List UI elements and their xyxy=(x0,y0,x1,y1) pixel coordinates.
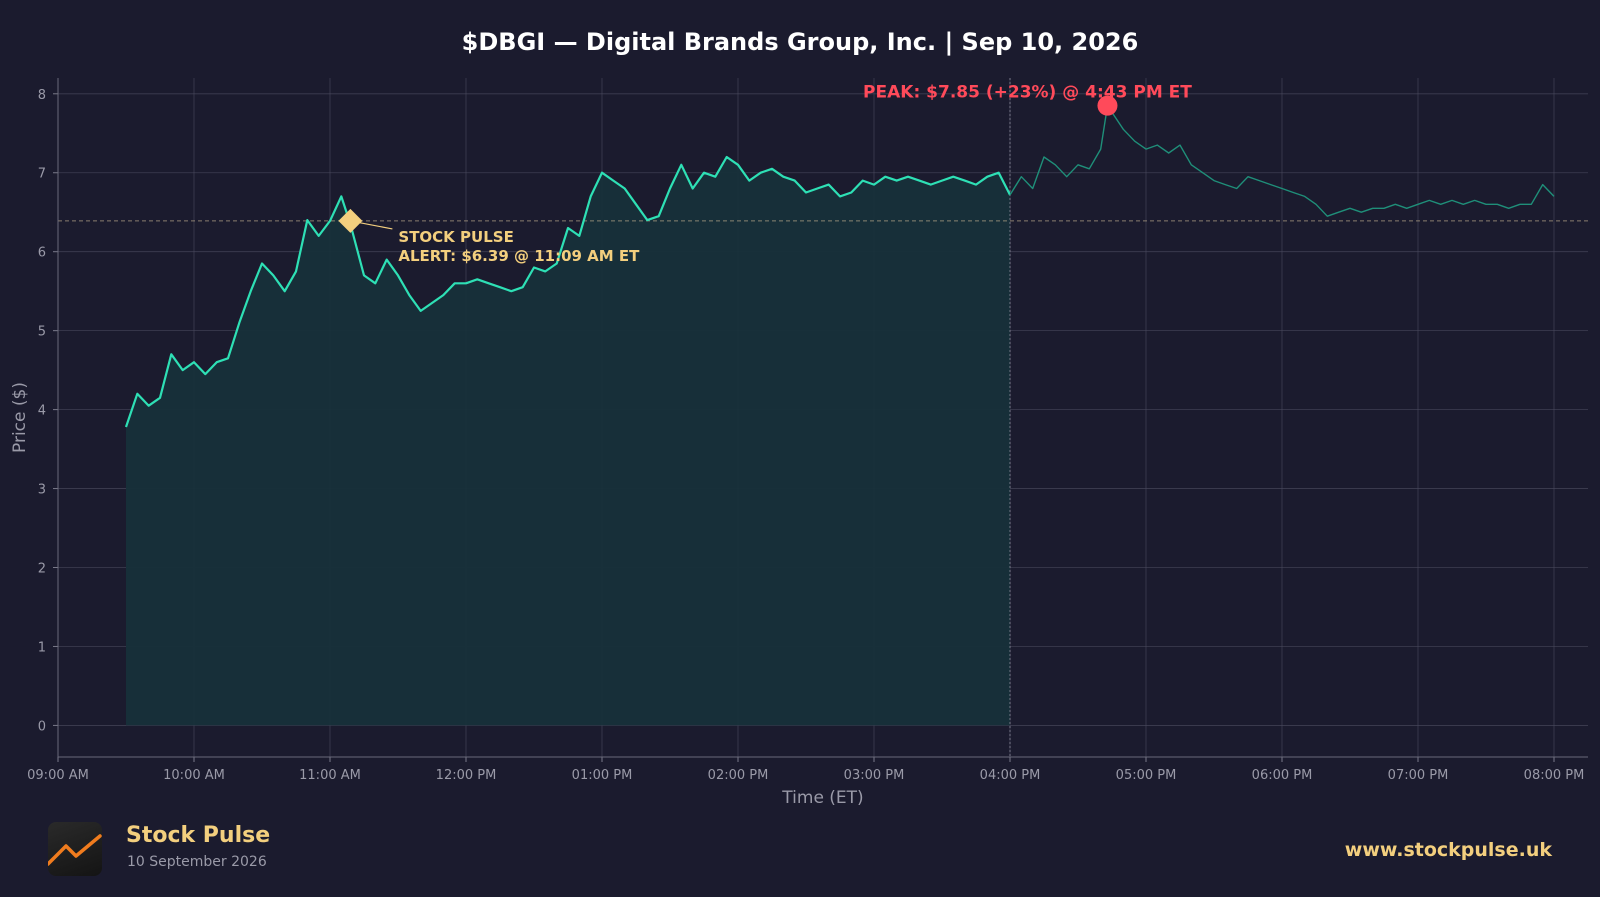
chart-title: $DBGI — Digital Brands Group, Inc. | Sep… xyxy=(461,28,1139,56)
price-line-regular xyxy=(124,155,1011,428)
alert-diamond-marker xyxy=(338,208,363,233)
y-tick-label: 7 xyxy=(38,167,46,182)
area-fill xyxy=(126,156,1010,726)
x-tick-label: 03:00 PM xyxy=(844,768,905,783)
website-link[interactable]: www.stockpulse.uk xyxy=(1344,839,1552,861)
brand-name: Stock Pulse xyxy=(126,823,271,848)
y-tick-label: 4 xyxy=(38,404,46,419)
peak-label: PEAK: $7.85 (+23%) @ 4:43 PM ET xyxy=(863,83,1192,103)
peak-marker xyxy=(1097,95,1118,116)
reference-lines xyxy=(58,78,1588,757)
series xyxy=(124,104,1555,428)
x-tick-label: 06:00 PM xyxy=(1252,768,1313,783)
y-axis-label: Price ($) xyxy=(10,382,30,453)
x-axis-label: Time (ET) xyxy=(781,788,863,808)
y-tick-label: 8 xyxy=(38,88,46,103)
y-tick-label: 1 xyxy=(38,640,46,655)
stock-pulse-logo xyxy=(48,822,102,876)
x-tick-label: 01:00 PM xyxy=(572,768,633,783)
x-tick-label: 04:00 PM xyxy=(980,768,1041,783)
x-tick-label: 08:00 PM xyxy=(1524,768,1585,783)
x-tick-label: 05:00 PM xyxy=(1116,768,1177,783)
price-line-after-hours xyxy=(1009,104,1555,217)
x-tick-label: 07:00 PM xyxy=(1388,768,1449,783)
y-tick-label: 6 xyxy=(38,246,46,261)
y-tick-label: 2 xyxy=(38,562,46,577)
y-tick-label: 5 xyxy=(38,325,46,340)
x-tick-label: 02:00 PM xyxy=(708,768,769,783)
y-tick-label: 3 xyxy=(38,483,46,498)
alert-detail-label: ALERT: $6.39 @ 11:09 AM ET xyxy=(398,247,640,265)
axes: 0 1 2 3 4 5 6 7 8 09:00 AM 10:00 AM 11:00 AM 12:00 P… xyxy=(10,78,1588,808)
session-area xyxy=(126,156,1010,726)
x-tick-label: 10:00 AM xyxy=(163,768,225,783)
y-tick-label: 0 xyxy=(38,719,46,734)
x-tick-label: 12:00 PM xyxy=(436,768,497,783)
x-tick-label: 09:00 AM xyxy=(27,768,89,783)
alert-label: STOCK PULSE xyxy=(398,228,513,246)
brand-date: 10 September 2026 xyxy=(127,854,267,870)
x-tick-label: 11:00 AM xyxy=(299,768,361,783)
chart-trend-icon xyxy=(48,834,102,866)
